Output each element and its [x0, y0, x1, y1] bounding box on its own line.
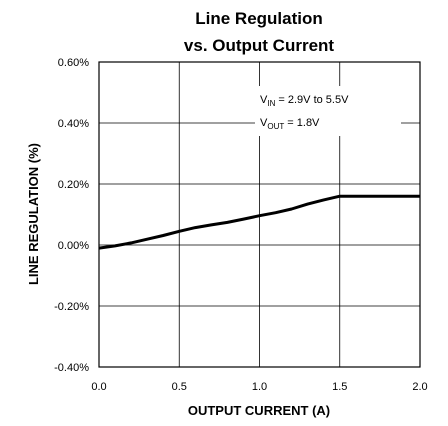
x-tick-label: 1.5 — [332, 381, 347, 393]
y-tick-label: 0.00% — [58, 240, 89, 252]
x-tick-labels: 0.0 0.5 1.0 1.5 2.0 — [91, 381, 427, 393]
annotation-vin: VIN = 2.9V to 5.5V — [260, 94, 349, 108]
x-tick-label: 2.0 — [412, 381, 427, 393]
plot-frame — [98, 61, 421, 368]
chart-title-line1: Line Regulation — [195, 9, 323, 28]
annotation-box: VIN = 2.9V to 5.5V VOUT = 1.8V — [255, 86, 401, 136]
y-tick-labels: 0.60% 0.40% 0.20% 0.00% -0.20% -0.40% — [54, 57, 89, 374]
x-axis-label: OUTPUT CURRENT (A) — [188, 403, 330, 418]
annotation-background — [255, 86, 401, 136]
y-tick-label: 0.20% — [58, 179, 89, 191]
series-layer — [98, 194, 420, 250]
y-axis-label: LINE REGULATION (%) — [26, 143, 41, 285]
x-tick-label: 1.0 — [252, 381, 267, 393]
y-tick-label: -0.20% — [54, 301, 89, 313]
x-tick-label: 0.0 — [91, 381, 106, 393]
annotation-vout: VOUT = 1.8V — [260, 117, 320, 131]
y-tick-label: 0.60% — [58, 57, 89, 69]
x-tick-label: 0.5 — [172, 381, 187, 393]
chart-title-line2: vs. Output Current — [184, 36, 335, 55]
series-line — [98, 194, 420, 250]
y-tick-label: -0.40% — [54, 362, 89, 374]
y-tick-label: 0.40% — [58, 118, 89, 130]
